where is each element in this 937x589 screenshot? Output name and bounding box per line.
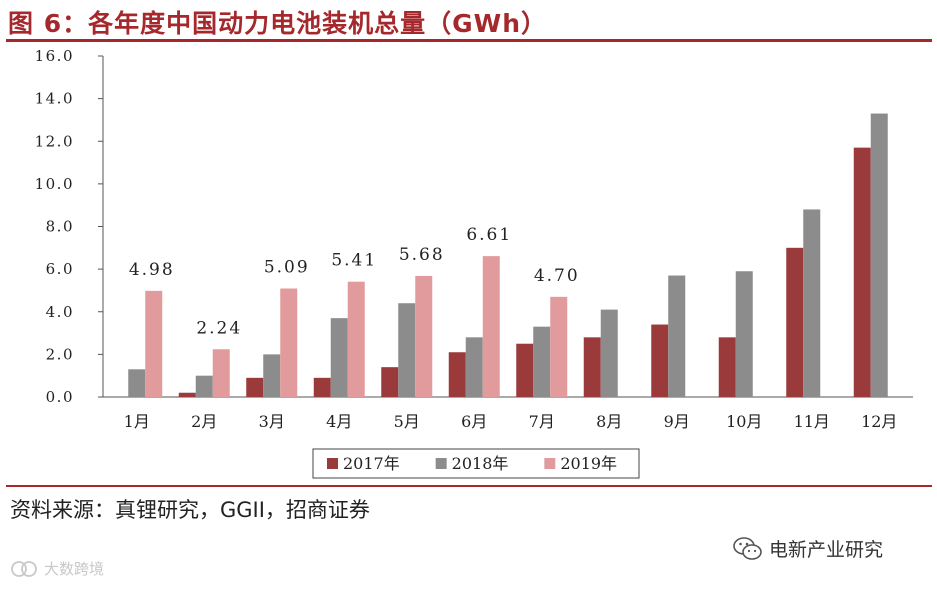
watermark-text: 大数跨境 (44, 560, 105, 578)
bar-2018年 (668, 275, 686, 397)
bar-2017年 (313, 377, 331, 397)
bar-2017年 (178, 392, 196, 397)
watermark: 大数跨境 (10, 558, 104, 579)
data-label-2019: 4.98 (129, 260, 175, 280)
y-tick-label: 16.0 (35, 47, 74, 65)
bar-2019年 (482, 256, 500, 397)
x-tick-label: 2月 (191, 412, 217, 431)
bar-2019年 (550, 296, 568, 397)
x-tick-label: 8月 (596, 412, 622, 431)
y-tick-label: 6.0 (46, 260, 74, 278)
x-tick-label: 6月 (461, 412, 487, 431)
bar-2018年 (263, 354, 281, 397)
bar-2019年 (212, 349, 230, 397)
legend-label: 2018年 (452, 454, 509, 473)
y-tick-label: 2.0 (46, 345, 74, 363)
bar-2018年 (128, 369, 146, 397)
x-tick-label: 3月 (259, 412, 285, 431)
x-tick-label: 10月 (726, 412, 762, 431)
bar-2017年 (718, 337, 736, 397)
legend-box (312, 448, 640, 479)
x-tick-label: 4月 (326, 412, 352, 431)
wechat-account: 电新产业研究 (733, 535, 883, 562)
bar-2019年 (280, 288, 298, 397)
bar-2019年 (415, 275, 433, 397)
bar-2018年 (803, 209, 821, 397)
bar-2017年 (853, 147, 871, 397)
x-tick-label: 12月 (861, 412, 897, 431)
legend-label: 2017年 (343, 454, 400, 473)
bar-2018年 (870, 113, 888, 397)
source-divider (6, 485, 932, 487)
data-label-2019: 5.09 (264, 258, 310, 278)
x-tick-label: 5月 (394, 412, 420, 431)
wechat-account-name: 电新产业研究 (769, 539, 884, 561)
y-tick-label: 10.0 (35, 175, 74, 193)
data-label-2019: 2.24 (196, 318, 242, 338)
source-note: 资料来源：真锂研究，GGII，招商证券 (10, 498, 370, 522)
y-tick-label: 4.0 (46, 303, 74, 321)
y-tick-label: 12.0 (35, 132, 74, 150)
legend-label: 2019年 (560, 454, 617, 473)
bar-chart: 0.0 2.0 4.0 6.0 8.0 10.0 12.0 14.0 16.0 1月 2月 3月 4月 5… (35, 47, 913, 479)
bar-2019年 (347, 281, 365, 397)
x-tick-label: 7月 (529, 412, 555, 431)
data-label-2019: 5.68 (399, 245, 445, 265)
data-label-2019: 4.70 (534, 266, 580, 286)
bar-2018年 (735, 271, 753, 397)
bar-2017年 (381, 367, 399, 397)
watermark-logo-icon (11, 560, 37, 577)
x-tick-label: 11月 (794, 412, 830, 431)
bar-2017年 (583, 337, 601, 397)
bar-2017年 (516, 343, 534, 397)
bar-2017年 (651, 324, 669, 397)
bar-2018年 (533, 326, 551, 397)
bar-2018年 (195, 375, 213, 397)
x-tick-label: 1月 (124, 412, 150, 431)
bar-2018年 (330, 318, 348, 397)
bar-2018年 (600, 309, 618, 397)
bar-2018年 (398, 303, 416, 397)
legend-swatch-2017年 (327, 458, 338, 469)
bar-2017年 (786, 247, 804, 397)
legend-swatch-2018年 (435, 458, 447, 469)
bar-2017年 (246, 377, 264, 397)
legend-swatch-2019年 (544, 458, 556, 469)
title-divider (6, 39, 932, 42)
x-tick-label: 9月 (664, 412, 690, 431)
y-tick-label: 8.0 (46, 218, 74, 236)
bar-2017年 (448, 352, 466, 397)
y-tick-label: 0.0 (46, 388, 74, 406)
data-label-2019: 6.61 (466, 225, 512, 245)
bar-2019年 (145, 290, 163, 397)
wechat-icon (733, 536, 762, 560)
y-tick-label: 14.0 (35, 90, 74, 108)
data-label-2019: 5.41 (331, 251, 377, 271)
bar-2018年 (465, 337, 483, 397)
chart-title: 图 6：各年度中国动力电池装机总量（GWh） (8, 9, 547, 38)
